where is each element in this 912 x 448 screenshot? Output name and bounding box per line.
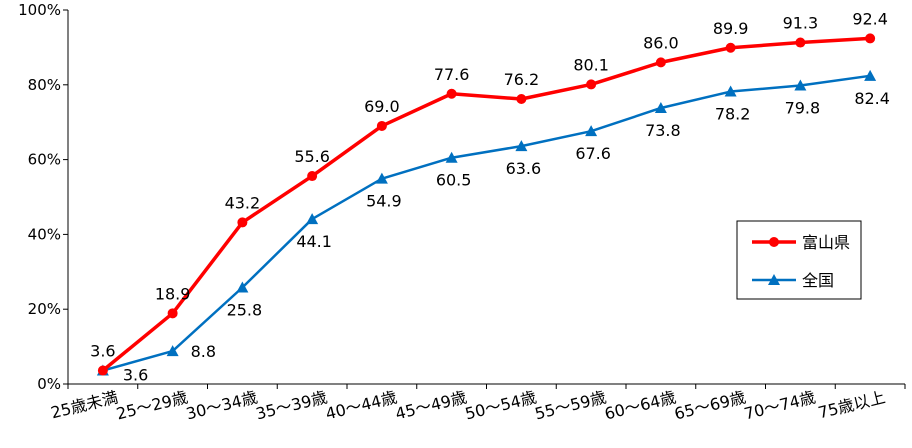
series-national [96, 69, 877, 376]
data-label: 91.3 [783, 14, 819, 33]
data-point [307, 171, 318, 182]
x-tick-label: 65～69歳 [672, 387, 747, 423]
legend-entry: 富山県 [752, 233, 850, 252]
data-label: 77.6 [434, 65, 470, 84]
x-tick-label: 45～49歳 [393, 387, 468, 423]
data-point [794, 79, 807, 91]
chart-axes [67, 10, 905, 385]
data-point [375, 172, 388, 184]
series-line [101, 36, 871, 372]
data-point [654, 101, 667, 113]
data-point [167, 308, 178, 319]
data-point [586, 79, 597, 90]
x-tick-label: 75歳以上 [816, 387, 887, 422]
data-point [515, 140, 528, 152]
x-axis-ticks: 25歳未満25～29歳30～34歳35～39歳40～44歳45～49歳50～54… [49, 384, 906, 423]
data-point [376, 120, 387, 131]
series-toyama [97, 33, 876, 376]
data-point [795, 37, 806, 48]
data-point [237, 217, 248, 228]
y-tick-label: 40% [28, 225, 61, 243]
data-label: 44.1 [296, 232, 332, 251]
x-tick-label: 50～54歳 [463, 387, 538, 423]
data-label: 8.8 [191, 342, 216, 361]
data-label: 80.1 [573, 55, 609, 74]
data-label: 79.8 [785, 99, 821, 118]
y-tick-label: 100% [18, 1, 61, 19]
data-point [166, 345, 179, 357]
data-point [306, 213, 319, 225]
data-point [864, 69, 877, 81]
data-label: 43.2 [225, 193, 261, 212]
data-point [516, 94, 527, 105]
x-tick-label: 30～34歳 [184, 387, 259, 423]
x-tick-label: 25～29歳 [114, 387, 189, 423]
data-label: 89.9 [713, 19, 749, 38]
data-label: 3.6 [123, 366, 148, 385]
data-label: 92.4 [852, 9, 888, 28]
data-point [97, 365, 108, 376]
data-label: 18.9 [155, 284, 191, 303]
x-tick-label: 60～64歳 [603, 387, 678, 423]
data-point [724, 85, 737, 97]
data-label: 76.2 [504, 70, 540, 89]
y-tick-label: 20% [28, 300, 61, 318]
y-axis-ticks: 0% 20% 40% 60% 80% 100% [18, 1, 68, 393]
data-label: 78.2 [715, 105, 751, 124]
data-point [865, 33, 876, 44]
data-point [236, 281, 249, 293]
series-line [102, 74, 871, 372]
x-tick-label: 55～59歳 [533, 387, 608, 423]
data-label: 86.0 [643, 33, 679, 52]
series-group: 3.6 18.9 43.2 55.6 69.0 77.6 76.2 80.1 86.0 89.9 9… [90, 9, 890, 384]
x-tick-label: 70～74歳 [742, 387, 817, 423]
y-tick-label: 80% [28, 76, 61, 94]
data-label: 67.6 [575, 144, 611, 163]
data-label: 54.9 [366, 192, 402, 211]
legend-box [736, 220, 862, 300]
data-labels: 3.6 18.9 43.2 55.6 69.0 77.6 76.2 80.1 86.0 89.9 9… [90, 9, 890, 384]
data-label: 69.0 [364, 97, 400, 116]
data-label: 25.8 [227, 301, 263, 320]
data-label: 82.4 [854, 89, 890, 108]
legend-label: 全国 [802, 271, 834, 290]
legend-entry: 全国 [752, 271, 834, 290]
x-tick-label: 35～39歳 [254, 387, 329, 423]
y-tick-label: 60% [28, 151, 61, 169]
legend-marker [768, 274, 780, 285]
data-point [445, 151, 458, 163]
data-label: 73.8 [645, 121, 681, 140]
data-label: 60.5 [436, 171, 472, 190]
data-label: 3.6 [90, 342, 115, 361]
data-label: 63.6 [506, 159, 542, 178]
data-point [725, 42, 736, 53]
data-point [446, 88, 457, 99]
legend-marker [769, 237, 779, 247]
y-tick-label: 0% [37, 375, 61, 393]
data-point [655, 57, 666, 68]
legend-label: 富山県 [802, 233, 850, 252]
data-label: 55.6 [294, 147, 330, 166]
x-tick-label: 40～44歳 [324, 387, 399, 423]
data-point [585, 125, 598, 137]
